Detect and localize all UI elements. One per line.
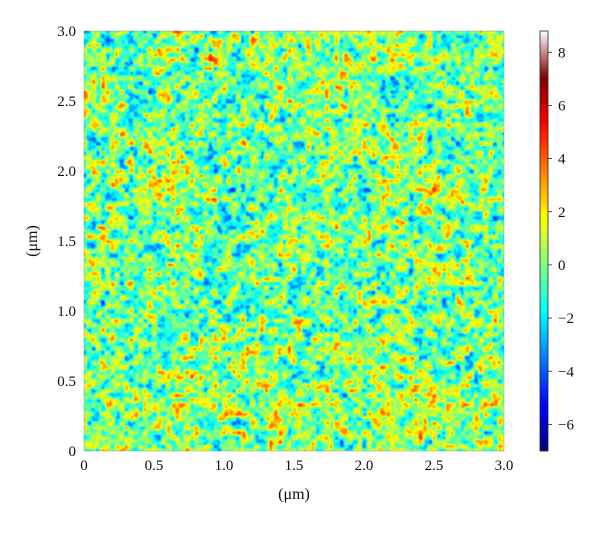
y-tick-label: 2.0 (57, 164, 76, 180)
y-tick-label: 3.0 (57, 24, 76, 40)
height-map-image (84, 31, 504, 451)
colorbar-tick-label: −6 (558, 417, 574, 433)
y-tick-label: 1.5 (57, 234, 76, 250)
colorbar-tick-label: 2 (558, 205, 566, 221)
y-axis: 0 0.5 1.0 1.5 2.0 2.5 3.0 (57, 24, 76, 460)
colorbar: 8 6 4 2 0 −2 −4 −6 (539, 30, 574, 452)
colorbar-tick-label: 8 (558, 45, 566, 61)
y-tick-label: 0 (69, 444, 77, 460)
x-tick-label: 3.0 (495, 458, 514, 474)
colorbar-scale (539, 30, 549, 452)
heatmap-plot-area (83, 30, 505, 452)
y-tick-label: 0.5 (57, 374, 76, 390)
x-tick-label: 2.0 (355, 458, 374, 474)
x-tick-label: 2.5 (425, 458, 444, 474)
x-tick-label: 1.0 (215, 458, 234, 474)
x-tick-label: 1.5 (285, 458, 304, 474)
colorbar-tick-label: −2 (558, 311, 574, 327)
y-tick-label: 1.0 (57, 304, 76, 320)
colorbar-tick-label: 0 (558, 258, 566, 274)
x-axis-label: (μm) (278, 486, 310, 503)
plot-frame (83, 30, 505, 452)
colorbar-ticks: 8 6 4 2 0 −2 −4 −6 (548, 45, 574, 433)
x-tick-label: 0.5 (145, 458, 164, 474)
colorbar-tick-label: −4 (558, 364, 574, 380)
colorbar-tick-label: 6 (558, 98, 566, 114)
x-axis: 0 0.5 1.0 1.5 2.0 2.5 3.0 (80, 458, 513, 474)
x-tick-label: 0 (80, 458, 88, 474)
colorbar-tick-label: 4 (558, 152, 566, 168)
y-axis-label: (μm) (24, 225, 41, 257)
y-tick-label: 2.5 (57, 94, 76, 110)
